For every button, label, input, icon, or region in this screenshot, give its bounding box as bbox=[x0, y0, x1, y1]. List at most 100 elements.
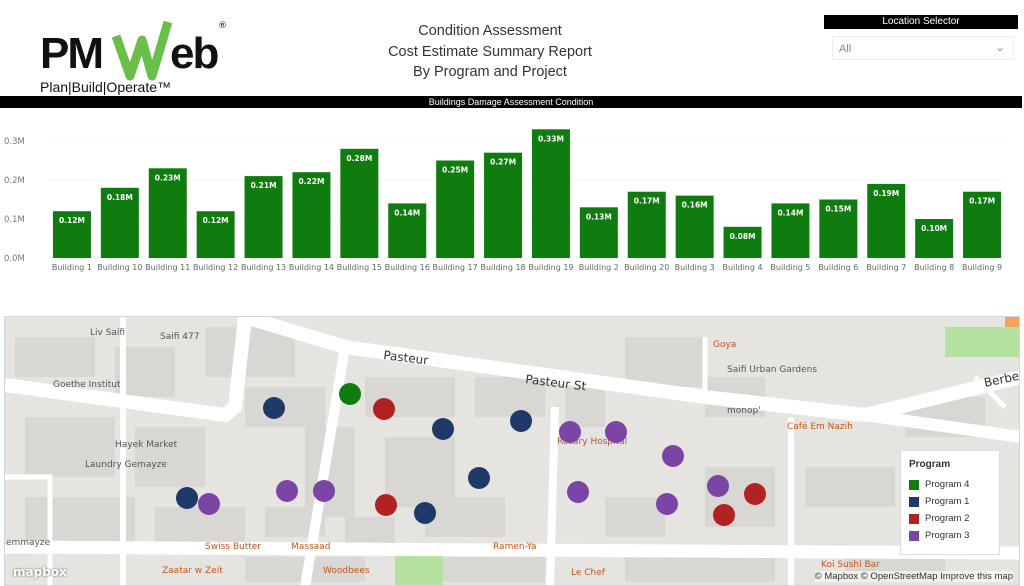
bar[interactable] bbox=[963, 191, 1002, 258]
map-view[interactable]: Liv Saifi Saifi 477 Goethe Institut Hayek M… bbox=[4, 316, 1020, 586]
bar[interactable] bbox=[148, 168, 187, 258]
x-tick-label: Building 5 bbox=[770, 263, 810, 272]
park-area bbox=[945, 327, 1019, 357]
bar[interactable] bbox=[915, 219, 954, 258]
map-point-program-3[interactable] bbox=[313, 480, 335, 502]
bar[interactable] bbox=[675, 195, 714, 258]
title-line-3: By Program and Project bbox=[413, 64, 567, 80]
legend-title: Program bbox=[909, 459, 951, 470]
building-footprint bbox=[425, 557, 545, 582]
bar-data-label: 0.27M bbox=[490, 158, 516, 167]
building-footprint bbox=[425, 497, 505, 537]
map-label[interactable]: Ramen-Ya bbox=[493, 542, 537, 552]
map-point-program-1[interactable] bbox=[510, 410, 532, 432]
map-point-program-2[interactable] bbox=[744, 483, 766, 505]
bar[interactable] bbox=[436, 160, 475, 259]
legend-item[interactable]: Program 2 bbox=[909, 510, 991, 527]
map-point-program-2[interactable] bbox=[375, 494, 397, 516]
bar[interactable] bbox=[340, 148, 379, 258]
bar[interactable] bbox=[867, 183, 906, 258]
map-label[interactable]: Swiss Butter bbox=[205, 542, 261, 552]
map-point-program-1[interactable] bbox=[176, 487, 198, 509]
map-label[interactable]: Pasteur bbox=[383, 348, 429, 367]
map-point-program-3[interactable] bbox=[567, 481, 589, 503]
bar[interactable] bbox=[771, 203, 810, 258]
bar[interactable] bbox=[723, 226, 762, 258]
map-point-program-2[interactable] bbox=[713, 504, 735, 526]
map-label[interactable]: Liv Saifi bbox=[90, 328, 125, 338]
map-point-program-4[interactable] bbox=[339, 383, 361, 405]
map-label[interactable]: Café Em Nazih bbox=[787, 421, 853, 432]
chevron-down-icon[interactable]: ⌄ bbox=[994, 40, 1005, 54]
bar-data-label: 0.18M bbox=[107, 193, 133, 202]
map-label[interactable]: Le Chef bbox=[571, 568, 606, 578]
road bbox=[5, 317, 252, 423]
bar[interactable] bbox=[292, 172, 331, 258]
bar[interactable] bbox=[627, 191, 666, 258]
map-label[interactable]: Koi Sushi Bar bbox=[821, 560, 880, 570]
map-point-program-1[interactable] bbox=[468, 467, 490, 489]
bar[interactable] bbox=[100, 187, 139, 258]
pmweb-logo: PM eb ® Plan|Build|Operate™ bbox=[40, 20, 227, 95]
map-point-program-1[interactable] bbox=[263, 397, 285, 419]
building-footprint bbox=[605, 497, 665, 537]
map-label[interactable]: Woodbees bbox=[323, 566, 370, 576]
road bbox=[864, 409, 1019, 443]
map-point-program-3[interactable] bbox=[198, 493, 220, 515]
map-label[interactable]: monop' bbox=[727, 406, 761, 416]
map-label[interactable]: Laundry Gemayze bbox=[85, 460, 167, 470]
title-line-1: Condition Assessment bbox=[418, 23, 562, 39]
bar-data-label: 0.16M bbox=[682, 201, 708, 210]
map-label[interactable]: Goya bbox=[713, 340, 736, 350]
bar-data-label: 0.13M bbox=[586, 212, 612, 221]
map-label[interactable]: Saifi Urban Gardens bbox=[727, 365, 817, 375]
map-point-program-1[interactable] bbox=[414, 502, 436, 524]
map-label[interactable]: Gemmayze bbox=[5, 538, 51, 548]
x-tick-label: Building 12 bbox=[193, 263, 238, 272]
map-point-program-3[interactable] bbox=[276, 480, 298, 502]
bar-data-label: 0.12M bbox=[203, 216, 229, 225]
building-footprint bbox=[805, 467, 895, 507]
bar[interactable] bbox=[244, 176, 283, 258]
map-label[interactable]: Goethe Institut bbox=[53, 380, 121, 390]
bar[interactable] bbox=[484, 152, 523, 258]
map-attribution[interactable]: © Mapbox © OpenStreetMap Improve this ma… bbox=[814, 571, 1013, 582]
map-label[interactable]: Massaad bbox=[291, 542, 330, 552]
building-footprint bbox=[625, 557, 775, 582]
building-footprint bbox=[245, 387, 325, 427]
map-point-program-3[interactable] bbox=[656, 493, 678, 515]
x-tick-label: Building 6 bbox=[818, 263, 858, 272]
bar-data-label: 0.15M bbox=[825, 205, 851, 214]
map-point-program-3[interactable] bbox=[559, 421, 581, 443]
bar[interactable] bbox=[531, 129, 570, 258]
bar-data-label: 0.14M bbox=[394, 208, 420, 217]
map-label[interactable]: Rosary Hospital bbox=[557, 437, 627, 447]
map-point-program-3[interactable] bbox=[707, 475, 729, 497]
bar-data-label: 0.12M bbox=[59, 216, 85, 225]
map-label[interactable]: Hayek Market bbox=[115, 440, 178, 450]
location-selector-dropdown[interactable]: All ⌄ bbox=[832, 36, 1014, 60]
map-canvas[interactable]: Liv Saifi Saifi 477 Goethe Institut Hayek M… bbox=[5, 317, 1020, 586]
map-point-program-1[interactable] bbox=[432, 418, 454, 440]
bar[interactable] bbox=[819, 199, 858, 259]
legend-item[interactable]: Program 4 bbox=[909, 476, 991, 493]
legend-label: Program 1 bbox=[925, 496, 970, 507]
bar[interactable] bbox=[196, 211, 235, 258]
legend-item[interactable]: Program 3 bbox=[909, 527, 991, 544]
bar-data-label: 0.10M bbox=[921, 224, 947, 233]
map-point-program-2[interactable] bbox=[373, 398, 395, 420]
map-point-program-3[interactable] bbox=[662, 445, 684, 467]
map-point-program-3[interactable] bbox=[605, 421, 627, 443]
bar[interactable] bbox=[388, 203, 427, 258]
mapbox-logo[interactable]: mapbox bbox=[13, 565, 67, 579]
svg-text:PM: PM bbox=[40, 29, 102, 78]
map-label[interactable]: Saifi 477 bbox=[160, 332, 199, 342]
x-tick-label: Building 9 bbox=[962, 263, 1002, 272]
legend-item[interactable]: Program 1 bbox=[909, 493, 991, 510]
bar[interactable] bbox=[52, 211, 91, 258]
bar-data-label: 0.17M bbox=[969, 197, 995, 206]
bar[interactable] bbox=[579, 207, 618, 258]
building-footprint bbox=[25, 497, 135, 547]
y-tick-label: 0.2M bbox=[4, 176, 25, 186]
map-label[interactable]: Zaatar w Zeit bbox=[162, 566, 223, 576]
